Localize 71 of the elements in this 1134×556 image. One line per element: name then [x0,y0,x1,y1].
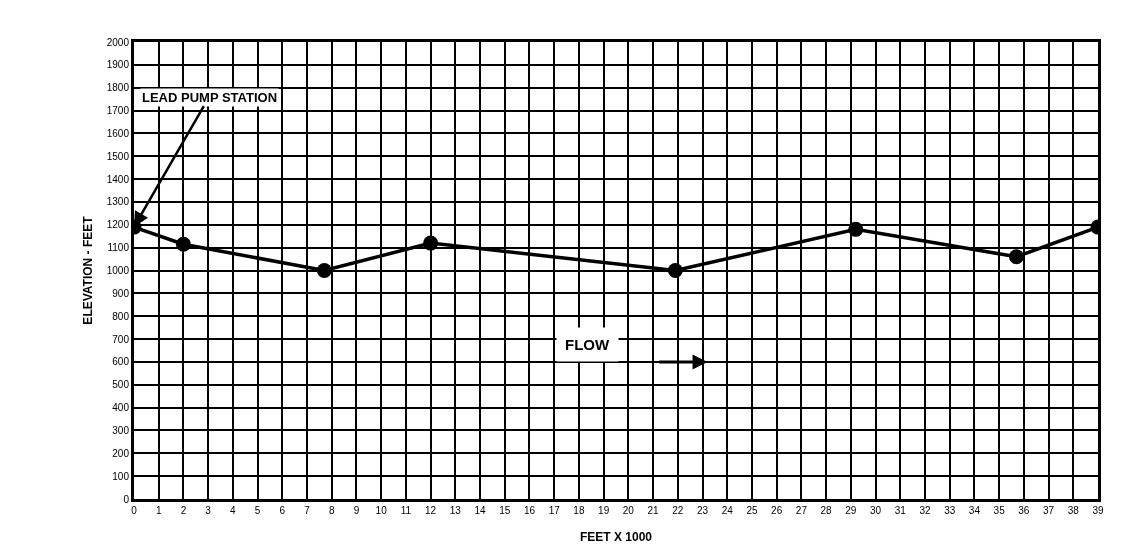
x-tick-label: 18 [573,505,585,516]
y-tick-label: 800 [112,310,130,322]
x-tick-label: 5 [254,505,261,516]
x-tick-label: 0 [131,505,138,516]
x-tick-label: 36 [1018,505,1030,516]
y-tick-label: 1300 [106,196,130,208]
y-tick-label: 200 [112,447,130,459]
y-tick-label: 1100 [107,242,130,254]
y-tick-label: 1200 [106,219,130,231]
x-tick-label: 27 [795,505,808,516]
y-tick-label: 1400 [106,173,130,185]
x-tick-label: 14 [474,505,487,516]
x-tick-label: 11 [400,505,412,516]
y-tick-label: 600 [112,356,130,368]
x-tick-label: 26 [771,505,783,516]
x-tick-label: 13 [449,505,462,516]
y-tick-label: 1000 [106,265,130,276]
x-tick-label: 12 [425,505,437,516]
x-tick-label: 16 [523,505,536,516]
point [1008,249,1024,265]
x-tick-label: 21 [647,505,660,516]
x-tick-label: 24 [721,505,734,516]
y-tick-label: 400 [112,402,130,414]
x-tick-label: 20 [622,505,635,516]
x-tick-label: 34 [968,505,981,516]
annotation: FLOW [565,336,610,353]
x-tick-label: 30 [869,505,882,516]
y-tick-label: 1900 [106,59,130,71]
x-tick-label: 1 [155,505,162,516]
x-tick-label: 23 [696,505,709,516]
y-tick-label: 1700 [106,105,130,117]
y-tick-label: 700 [112,333,130,345]
point [316,263,332,278]
x-tick-label: 19 [598,505,610,516]
y-tick-label: 900 [112,287,130,299]
x-tick-label: 9 [353,505,360,516]
y-axis-title: ELEVATION - FEET [81,215,96,325]
x-tick-label: 15 [499,505,511,516]
x-tick-label: 25 [746,505,758,516]
y-tick-label: 1600 [106,127,130,139]
x-tick-label: 32 [919,505,931,516]
x-tick-label: 33 [944,505,956,516]
x-tick-label: 7 [304,505,311,516]
x-tick-label: 37 [1043,505,1055,516]
y-tick-label: 1800 [106,82,130,94]
y-tick-label: 100 [112,470,130,482]
x-tick-label: 22 [672,505,684,516]
x-tick-label: 29 [845,505,857,516]
x-tick-label: 3 [205,505,212,516]
x-tick-label: 38 [1067,505,1080,516]
y-tick-label: 0 [123,493,130,505]
x-tick-label: 4 [230,505,237,516]
x-axis-title: FEET X 1000 [579,529,653,544]
y-tick-label: 1500 [106,150,130,162]
x-tick-label: 2 [180,505,187,516]
x-tick-label: 39 [1092,505,1104,516]
x-tick-label: 6 [279,505,286,516]
x-tick-label: 10 [375,505,388,516]
point [175,236,191,252]
x-tick-label: 28 [820,505,833,516]
y-tick-label: 2000 [106,36,130,48]
point [667,263,683,278]
x-tick-label: 8 [328,505,335,516]
x-tick-label: 35 [993,505,1006,516]
annotation: LEAD PUMP STATION [142,90,278,105]
y-tick-label: 500 [112,379,130,391]
point [848,221,864,237]
y-tick-label: 300 [112,424,130,436]
x-tick-label: 31 [894,505,907,516]
point [423,235,439,251]
x-tick-label: 17 [548,505,561,516]
